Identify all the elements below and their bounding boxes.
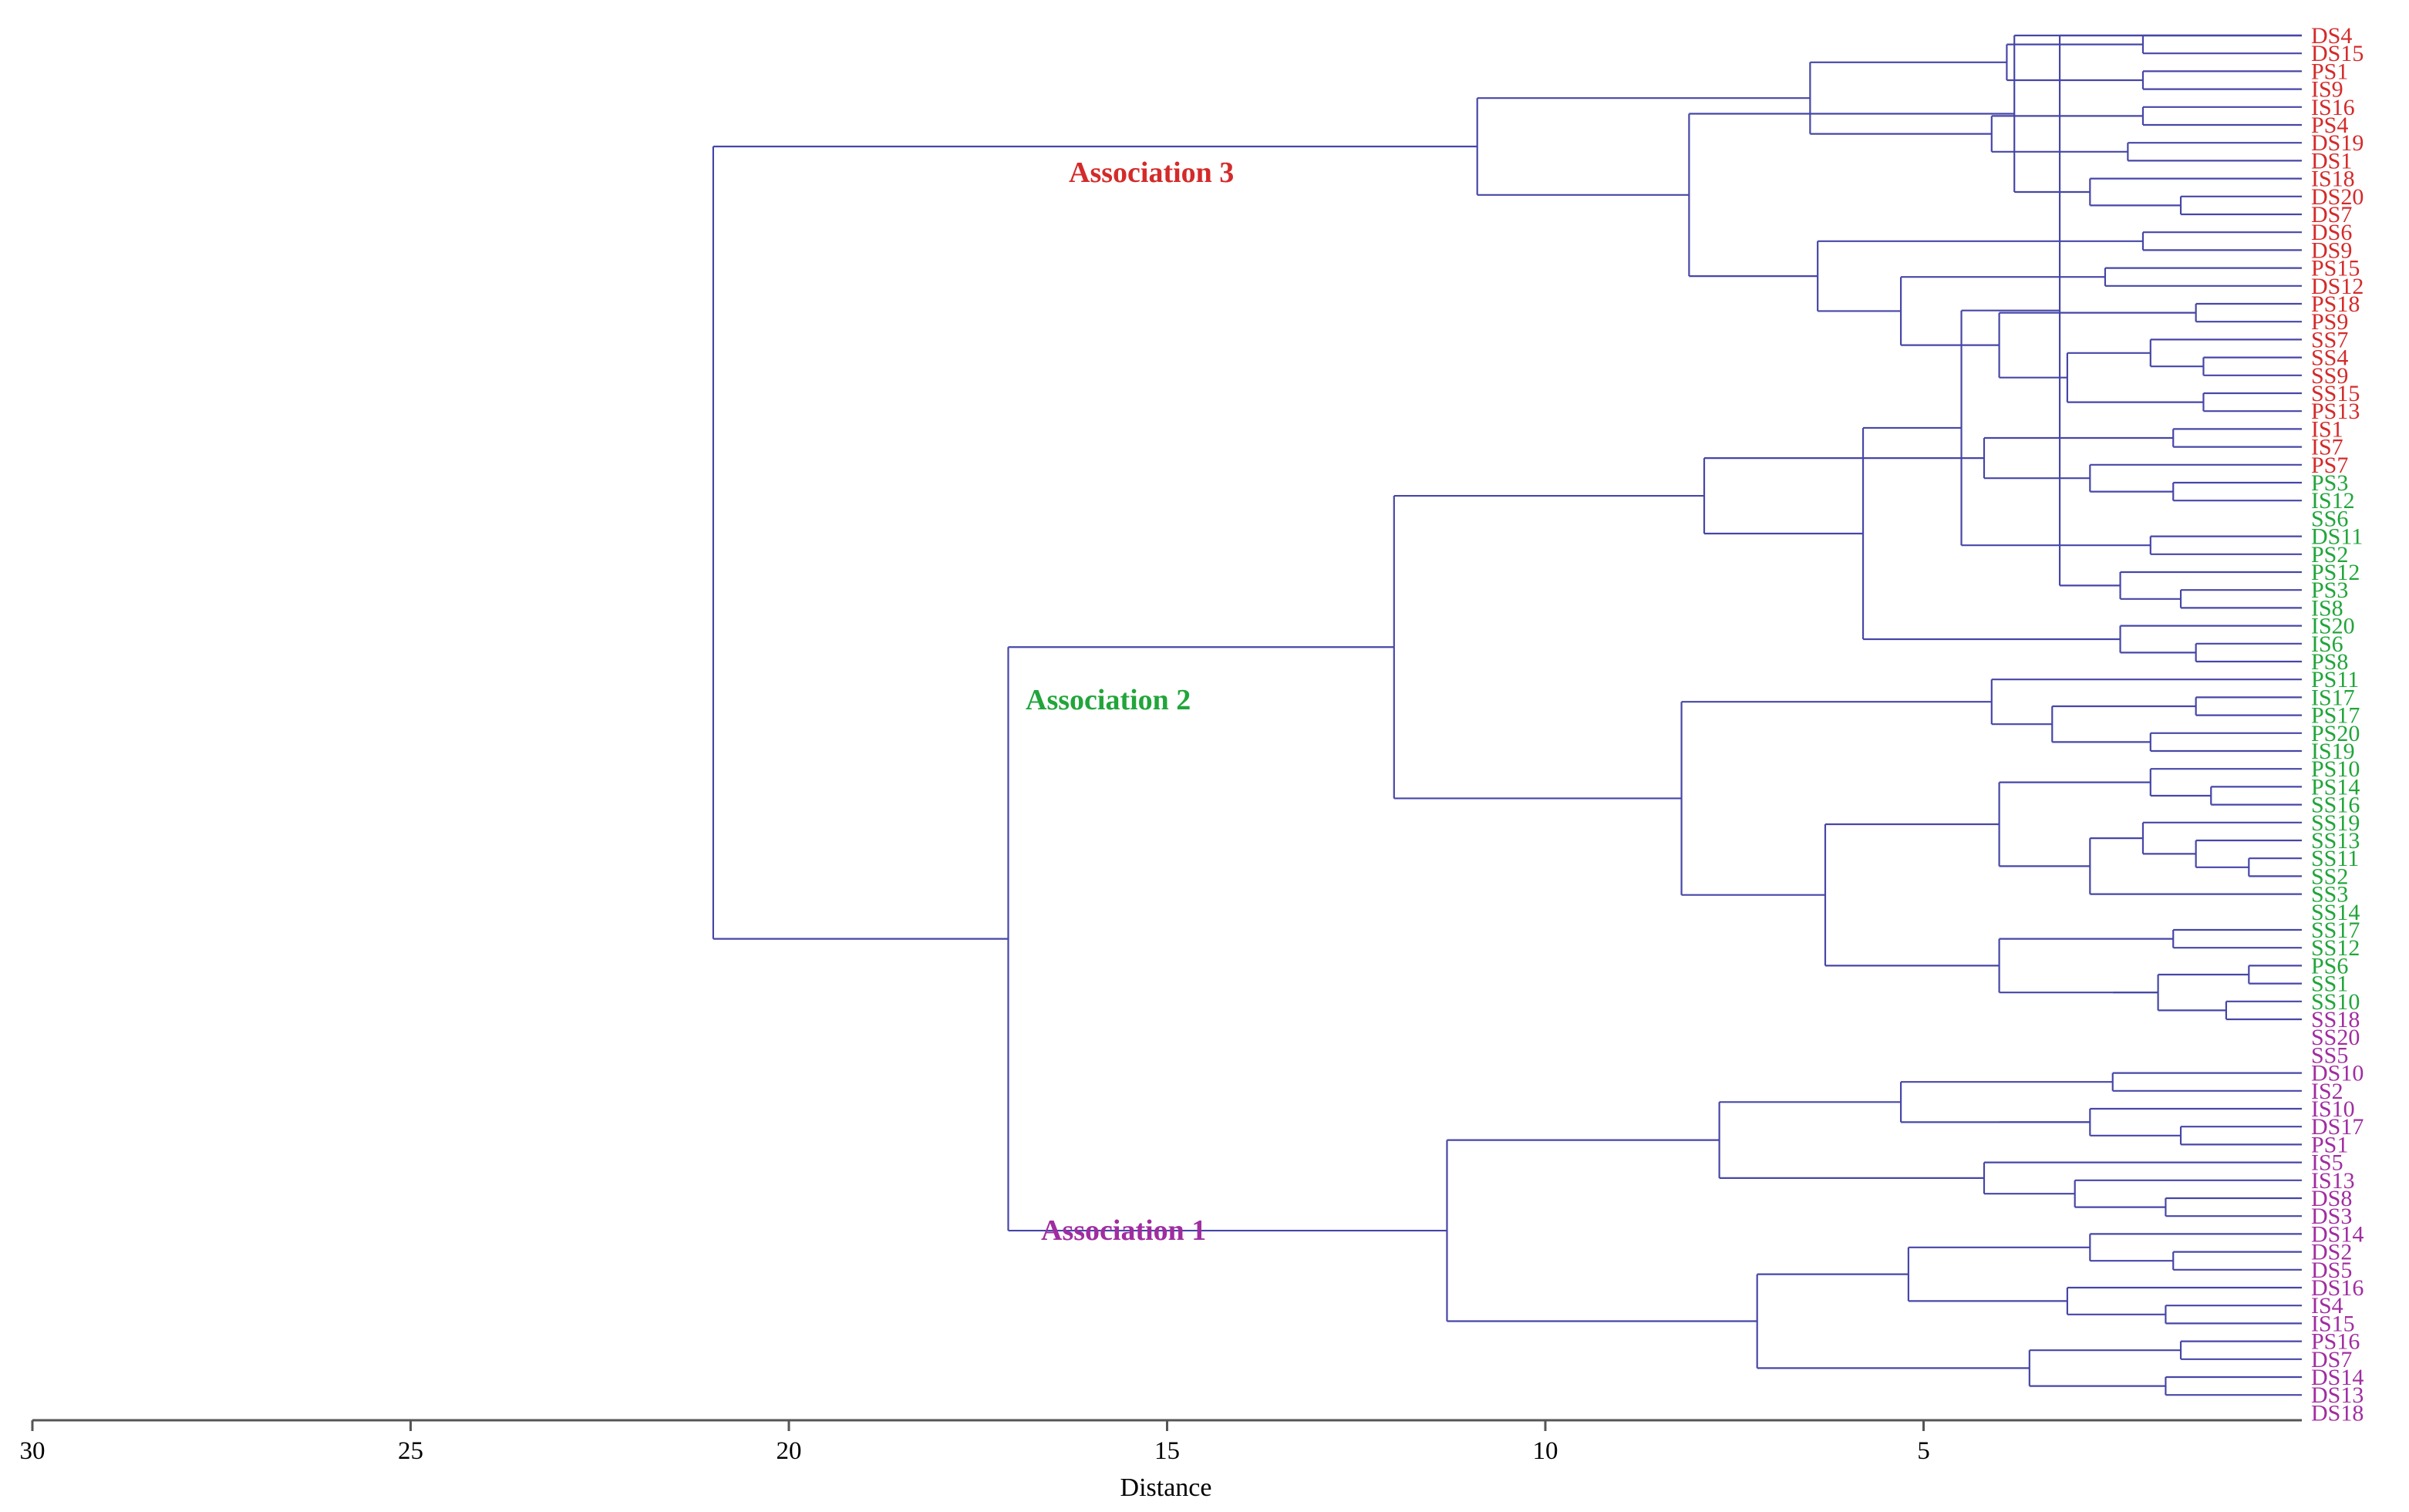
leaf-label: DS4 [2311,23,2352,49]
leaf-label: IS19 [2311,739,2355,764]
leaf-label: PS12 [2311,560,2360,585]
leaf-label: DS16 [2311,1275,2364,1301]
leaf-label: DS10 [2311,1061,2364,1086]
leaf-label: DS6 [2311,220,2352,245]
x-tick-label: 10 [1533,1437,1558,1465]
leaf-label: SS3 [2311,882,2348,908]
leaf-label: PS10 [2311,756,2360,782]
leaf-label: PS20 [2311,721,2360,746]
leaf-label: SS17 [2311,918,2360,943]
leaf-label: DS20 [2311,184,2364,210]
leaf-label: PS6 [2311,953,2348,978]
leaf-label: IS6 [2311,631,2343,657]
leaf-label: SS14 [2311,900,2360,925]
leaf-label: IS13 [2311,1168,2355,1194]
leaf-label: DS19 [2311,130,2364,156]
leaf-label: DS12 [2311,274,2364,299]
dendrogram-links [712,34,2302,1396]
leaf-label: PS18 [2311,291,2360,317]
association-label: Association 3 [1069,157,1234,189]
leaf-label: IS8 [2311,595,2343,621]
x-tick-label: 30 [20,1437,45,1465]
leaf-label: SS15 [2311,381,2360,406]
leaf-label: DS5 [2311,1258,2352,1283]
leaf-label: PS11 [2311,667,2359,692]
leaf-label: DS17 [2311,1114,2364,1140]
leaf-labels: DS4DS15PS1IS9IS16PS4DS19DS1IS18DS20DS7DS… [2311,23,2364,1426]
leaf-label: IS2 [2311,1079,2343,1104]
association-labels: Association 3 Association 2 Association 1 [1026,157,1234,1247]
leaf-label: IS12 [2311,488,2355,514]
association-label: Association 2 [1026,684,1191,716]
leaf-label: DS3 [2311,1204,2352,1229]
leaf-label: PS1 [2311,59,2348,84]
leaf-label: PS16 [2311,1329,2360,1355]
leaf-label: IS9 [2311,77,2343,103]
leaf-label: SS20 [2311,1025,2360,1050]
leaf-label: DS14 [2311,1365,2364,1390]
leaf-label: SS12 [2311,935,2360,961]
leaf-label: IS10 [2311,1096,2355,1122]
leaf-label: PS9 [2311,309,2348,335]
leaf-label: SS7 [2311,327,2348,352]
leaf-label: SS11 [2311,846,2359,871]
leaf-label: PS3 [2311,578,2348,603]
leaf-label: DS15 [2311,41,2364,66]
leaf-label: IS7 [2311,435,2343,460]
leaf-label: PS2 [2311,542,2348,567]
leaf-label: IS17 [2311,685,2355,710]
leaf-label: SS4 [2311,345,2348,371]
leaf-label: SS1 [2311,972,2348,997]
leaf-label: SS16 [2311,793,2360,818]
leaf-label: IS16 [2311,95,2355,120]
leaf-label: DS13 [2311,1382,2364,1408]
leaf-label: DS9 [2311,237,2352,263]
leaf-label: SS9 [2311,363,2348,389]
leaf-label: IS18 [2311,167,2355,192]
leaf-label: DS2 [2311,1240,2352,1265]
leaf-label: DS1 [2311,148,2352,173]
x-tick-label: 15 [1154,1437,1180,1465]
association-label: Association 1 [1041,1214,1206,1247]
leaf-label: IS15 [2311,1311,2355,1336]
leaf-label: DS11 [2311,524,2363,550]
leaf-label: SS2 [2311,864,2348,889]
leaf-label: DS7 [2311,202,2352,227]
leaf-label: PS7 [2311,453,2348,478]
leaf-label: SS6 [2311,506,2348,531]
leaf-label: DS8 [2311,1186,2352,1211]
leaf-label: PS1 [2311,1132,2348,1157]
leaf-label: IS1 [2311,416,2343,442]
leaf-label: PS15 [2311,256,2360,281]
leaf-label: PS14 [2311,774,2360,800]
x-tick-label: 25 [398,1437,423,1465]
leaf-label: PS17 [2311,703,2360,729]
leaf-label: SS18 [2311,1007,2360,1032]
leaf-label: PS13 [2311,399,2360,424]
leaf-label: PS4 [2311,113,2348,138]
leaf-label: PS3 [2311,470,2348,496]
leaf-label: DS7 [2311,1347,2352,1372]
leaf-label: SS10 [2311,989,2360,1015]
x-axis-ticks: 30 25 20 15 10 5 [20,1420,1930,1465]
leaf-label: IS20 [2311,614,2355,639]
leaf-label: SS13 [2311,828,2360,854]
leaf-label: IS5 [2311,1150,2343,1176]
leaf-label: DS18 [2311,1400,2364,1426]
leaf-label: IS4 [2311,1293,2343,1318]
x-tick-label: 20 [777,1437,802,1465]
leaf-label: DS14 [2311,1221,2364,1247]
leaf-label: PS8 [2311,649,2348,675]
x-axis-title: Distance [1120,1473,1212,1502]
x-tick-label: 5 [1917,1437,1930,1465]
leaf-label: SS19 [2311,810,2360,836]
leaf-label: SS5 [2311,1042,2348,1068]
